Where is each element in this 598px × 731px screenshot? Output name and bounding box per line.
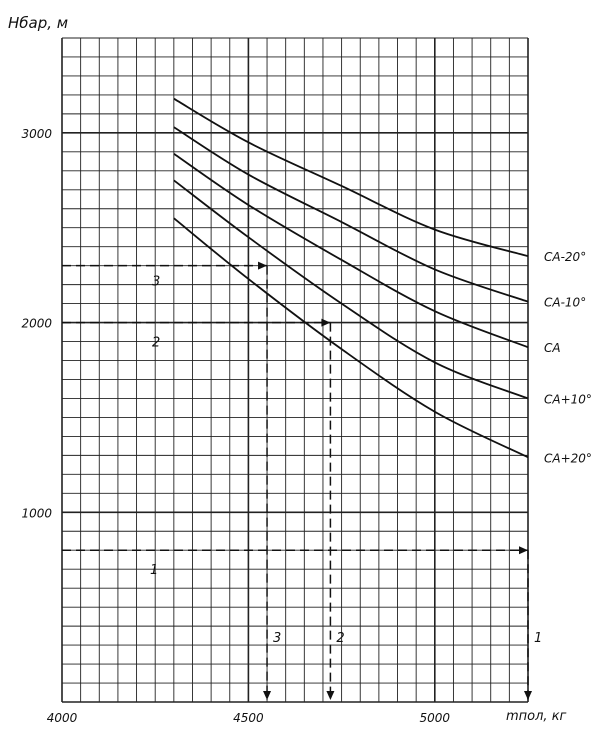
chart-guides: 1 1 2 2 3 3: [62, 261, 542, 700]
series-label: CA+10°: [544, 392, 592, 406]
guide-label: 3: [273, 631, 281, 646]
chart-curves: [173, 97, 529, 459]
y-tick-label: 3000: [21, 127, 52, 141]
guide-label: 2: [336, 631, 344, 646]
series-line: [173, 126, 529, 303]
chart-grid: [61, 37, 529, 703]
series-label: CA: [544, 341, 561, 355]
chart-tick-labels: 4000 4500 5000 1000 2000 3000: [21, 127, 450, 725]
guide-arrow: [321, 318, 331, 327]
series-label: CA-10°: [544, 296, 586, 310]
guide-arrow: [258, 261, 268, 270]
series-line: [173, 217, 529, 459]
x-tick-label: 4500: [233, 711, 264, 725]
chart-series-labels: CA-20° CA-10° CA CA+10° CA+20°: [544, 250, 592, 465]
guide-label: 1: [150, 563, 158, 578]
guide-arrow: [524, 691, 532, 700]
guide-label: 3: [152, 275, 160, 290]
series-line: [173, 179, 529, 400]
x-tick-label: 5000: [420, 711, 451, 725]
guide-arrow: [263, 691, 272, 700]
guide-label: 1: [534, 631, 542, 646]
series-label: CA-20°: [544, 250, 586, 264]
x-tick-label: 4000: [47, 711, 78, 725]
series-line: [173, 152, 529, 349]
y-axis-label: Hбар, м: [8, 14, 68, 32]
guide-label: 2: [152, 336, 160, 351]
series-line: [173, 97, 529, 258]
y-tick-label: 2000: [21, 317, 52, 331]
guide-arrow: [519, 546, 528, 555]
x-axis-label: mпол, кг: [506, 709, 567, 724]
y-tick-label: 1000: [21, 506, 52, 520]
series-label: CA+20°: [544, 451, 592, 465]
guide-arrow: [326, 691, 335, 700]
